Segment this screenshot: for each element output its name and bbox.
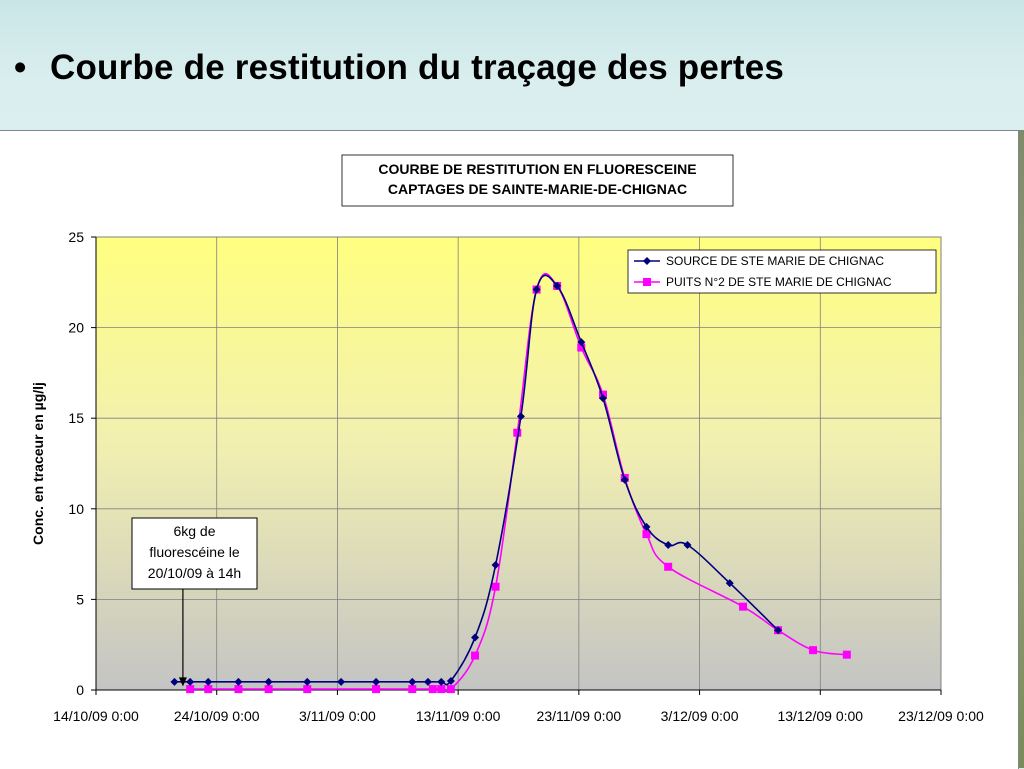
data-point-source xyxy=(264,677,273,686)
data-point-source xyxy=(408,677,417,686)
x-tick-label: 24/10/09 0:00 xyxy=(174,708,260,724)
data-point-puits xyxy=(664,562,673,571)
annotation-arrow-head xyxy=(178,677,187,687)
data-point-source xyxy=(577,338,586,347)
y-axis-label: Conc. en traceur en µg/lj xyxy=(30,382,46,545)
data-point-puits xyxy=(234,685,243,694)
data-point-source xyxy=(337,677,346,686)
slide-title-text: Courbe de restitution du traçage des per… xyxy=(50,48,785,87)
data-point-puits xyxy=(437,685,446,694)
y-tick-label: 10 xyxy=(68,501,84,517)
data-point-source xyxy=(553,281,562,290)
y-tick-label: 25 xyxy=(68,229,84,245)
data-point-source xyxy=(234,677,243,686)
data-point-puits xyxy=(264,685,273,694)
data-point-puits xyxy=(186,685,195,694)
data-point-puits xyxy=(577,343,586,352)
legend-entry: PUITS N°2 DE STE MARIE DE CHIGNAC xyxy=(666,275,892,289)
data-point-source xyxy=(491,560,500,569)
data-point-source xyxy=(372,677,381,686)
data-point-puits xyxy=(471,651,480,660)
annotation-line: 20/10/09 à 14h xyxy=(148,565,241,581)
data-point-puits xyxy=(739,602,748,611)
data-point-puits xyxy=(809,646,818,655)
annotation-line: fluorescéine le xyxy=(149,544,239,560)
annotation-line: 6kg de xyxy=(173,523,215,539)
data-point-source xyxy=(186,677,195,686)
chart-frame: COURBE DE RESTITUTION EN FLUORESCEINE CAP… xyxy=(0,130,1019,769)
data-point-puits xyxy=(842,650,851,659)
chart-title-line: COURBE DE RESTITUTION EN FLUORESCEINE xyxy=(378,161,696,177)
title-bullet: • xyxy=(14,48,27,87)
data-point-source xyxy=(423,677,432,686)
data-point-source xyxy=(620,475,629,484)
data-point-puits xyxy=(446,685,455,694)
plot-area xyxy=(95,236,942,691)
data-point-puits xyxy=(408,685,417,694)
data-point-source xyxy=(664,541,673,550)
data-point-source xyxy=(471,633,480,642)
x-tick-label: 13/12/09 0:00 xyxy=(777,708,863,724)
x-tick-label: 23/12/09 0:00 xyxy=(898,708,984,724)
x-tick-label: 3/12/09 0:00 xyxy=(661,708,739,724)
data-point-source xyxy=(683,541,692,550)
legend-box xyxy=(627,249,937,294)
data-point-puits xyxy=(491,582,500,591)
x-tick-label: 3/11/09 0:00 xyxy=(299,708,376,724)
data-point-source xyxy=(516,412,525,421)
data-point-puits xyxy=(372,685,381,694)
data-point-puits xyxy=(513,428,522,437)
data-point-source xyxy=(170,677,179,686)
legend-marker-puits xyxy=(643,278,651,286)
y-tick-label: 15 xyxy=(68,410,84,426)
x-tick-label: 23/11/09 0:00 xyxy=(537,708,622,724)
chart-title-box xyxy=(341,154,734,207)
data-point-puits xyxy=(303,685,312,694)
legend-marker-source xyxy=(643,257,651,265)
y-tick-label: 5 xyxy=(76,591,84,607)
data-point-source xyxy=(642,522,651,531)
right-edge-strip xyxy=(1019,130,1024,768)
x-tick-label: 13/11/09 0:00 xyxy=(416,708,501,724)
legend-entry: SOURCE DE STE MARIE DE CHIGNAC xyxy=(666,254,884,268)
data-point-puits xyxy=(642,530,651,539)
data-point-source xyxy=(446,676,455,685)
data-point-source xyxy=(599,394,607,403)
chart-title-line: CAPTAGES DE SAINTE-MARIE-DE-CHIGNAC xyxy=(388,181,687,197)
restitution-chart: COURBE DE RESTITUTION EN FLUORESCEINE CAP… xyxy=(30,154,984,724)
data-point-source xyxy=(303,677,312,686)
data-point-source xyxy=(204,677,213,686)
data-point-source xyxy=(532,285,541,294)
data-point-puits xyxy=(204,685,213,694)
data-point-source xyxy=(725,579,734,588)
annotation-box xyxy=(131,517,258,590)
x-tick-label: 14/10/09 0:00 xyxy=(53,708,139,724)
y-tick-label: 0 xyxy=(76,682,84,698)
data-point-puits xyxy=(428,685,437,694)
slide-title: • Courbe de restitution du traçage des pe… xyxy=(14,48,784,88)
slide-header: • Courbe de restitution du traçage des pe… xyxy=(0,0,1024,130)
data-point-source xyxy=(437,677,446,686)
data-point-source xyxy=(774,626,783,635)
y-tick-label: 20 xyxy=(68,320,84,336)
